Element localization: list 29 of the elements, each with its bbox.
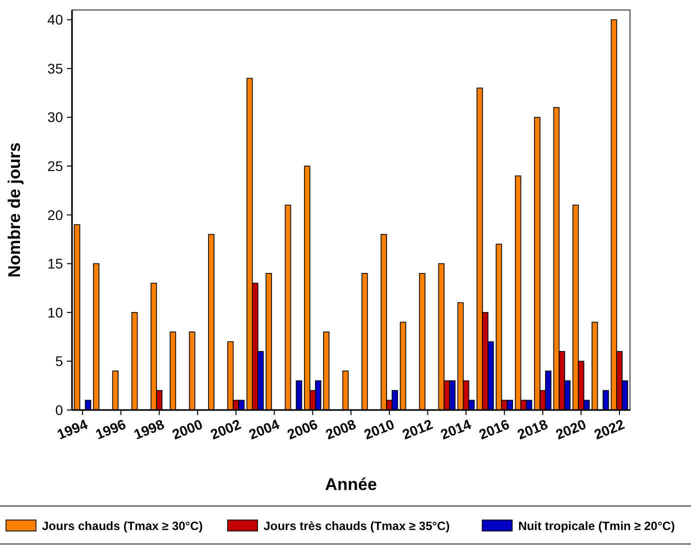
x-tick-label: 1994 [54, 416, 90, 442]
y-tick-label: 10 [47, 304, 64, 320]
legend-label: Jours chauds (Tmax ≥ 30°C) [42, 519, 203, 533]
y-tick-label: 30 [47, 109, 64, 126]
x-tick-label: 2006 [284, 416, 320, 442]
x-tick-label: 1998 [131, 416, 167, 442]
legend-label: Jours très chauds (Tmax ≥ 35°C) [264, 519, 450, 533]
x-tick-label: 2018 [514, 416, 550, 442]
x-tick-label: 2014 [438, 416, 474, 442]
x-tick-label: 2022 [592, 416, 627, 442]
x-tick-label: 2002 [208, 416, 244, 442]
y-tick-label: 20 [47, 206, 64, 223]
y-tick-label: 5 [55, 353, 64, 370]
y-axis-title: Nombre de jours [5, 142, 24, 278]
y-tick-label: 0 [55, 402, 64, 418]
y-tick-label: 25 [47, 158, 64, 174]
y-tick-label: 40 [47, 12, 64, 28]
x-tick-label: 2016 [476, 416, 512, 442]
x-tick-label: 2000 [170, 416, 205, 442]
y-tick-label: 15 [47, 256, 64, 272]
x-tick-label: 2010 [362, 416, 397, 442]
x-axis-title: Année [325, 475, 377, 494]
x-tick-label: 1996 [93, 416, 128, 442]
x-tick-label: 2008 [323, 416, 358, 442]
legend-label: Nuit tropicale (Tmin ≥ 20°C) [518, 519, 675, 533]
x-tick-label: 2004 [246, 416, 282, 442]
y-tick-label: 35 [47, 60, 64, 76]
x-tick-label: 2012 [400, 416, 436, 442]
x-tick-label: 2020 [553, 416, 588, 442]
